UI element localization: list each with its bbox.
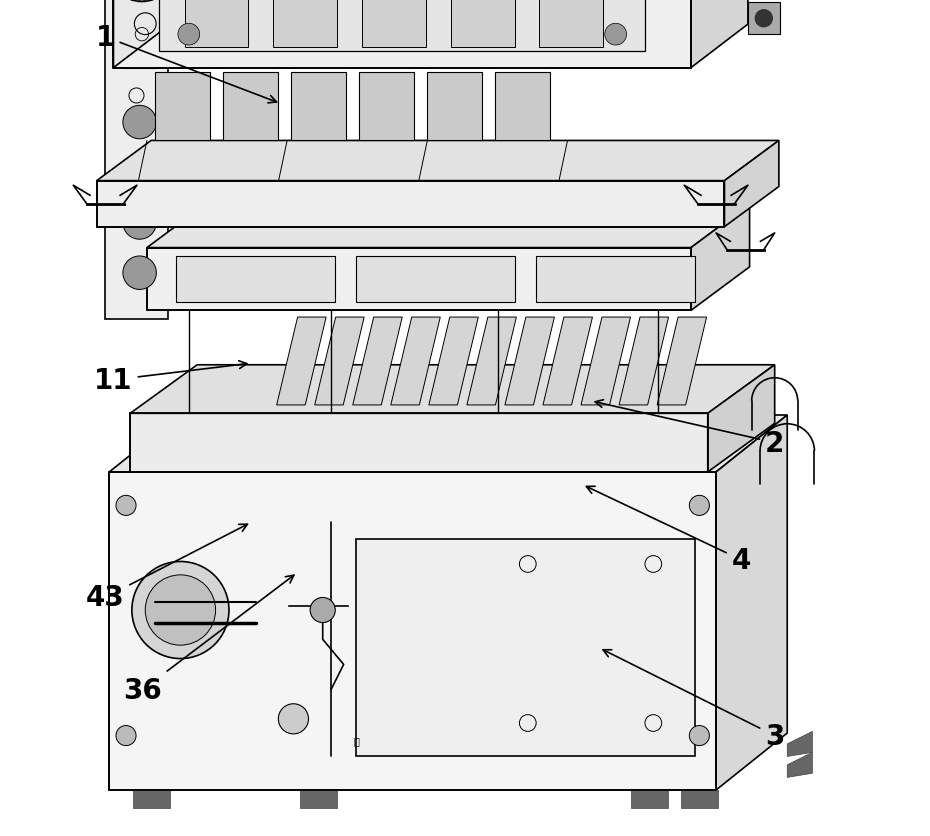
Polygon shape <box>155 73 210 141</box>
Bar <box>177 257 336 303</box>
Bar <box>160 0 645 52</box>
Polygon shape <box>391 318 440 405</box>
Circle shape <box>116 496 136 516</box>
Circle shape <box>123 206 156 240</box>
Bar <box>97 181 724 227</box>
Polygon shape <box>130 414 708 472</box>
Polygon shape <box>691 0 748 69</box>
Polygon shape <box>300 790 337 808</box>
Polygon shape <box>223 73 278 141</box>
Bar <box>110 472 716 790</box>
Bar <box>356 539 696 757</box>
Circle shape <box>178 24 200 46</box>
Polygon shape <box>691 205 750 311</box>
Polygon shape <box>429 318 478 405</box>
Polygon shape <box>97 181 724 227</box>
Bar <box>147 248 691 311</box>
Text: 43: 43 <box>86 525 247 612</box>
Polygon shape <box>291 73 346 141</box>
Text: 11: 11 <box>94 361 247 395</box>
Circle shape <box>145 575 216 645</box>
Circle shape <box>604 24 627 46</box>
Polygon shape <box>467 318 516 405</box>
Bar <box>536 257 695 303</box>
Bar <box>539 0 604 48</box>
Polygon shape <box>787 752 812 777</box>
Polygon shape <box>130 365 775 414</box>
Bar <box>130 414 708 472</box>
Text: 4: 4 <box>587 487 751 574</box>
Polygon shape <box>359 73 414 141</box>
Bar <box>362 0 426 48</box>
Bar <box>113 0 691 69</box>
Bar <box>185 0 248 48</box>
Polygon shape <box>505 318 554 405</box>
Polygon shape <box>110 415 787 472</box>
Circle shape <box>109 0 176 3</box>
Circle shape <box>116 726 136 746</box>
Polygon shape <box>97 141 778 181</box>
Polygon shape <box>147 248 691 311</box>
Polygon shape <box>787 732 812 757</box>
Bar <box>748 3 779 35</box>
Polygon shape <box>496 73 550 141</box>
Polygon shape <box>110 472 716 790</box>
Circle shape <box>311 598 336 623</box>
Polygon shape <box>581 318 631 405</box>
Polygon shape <box>113 0 170 69</box>
Polygon shape <box>543 318 592 405</box>
Text: 锁: 锁 <box>353 735 359 745</box>
Polygon shape <box>133 790 169 808</box>
Circle shape <box>123 156 156 190</box>
Circle shape <box>123 106 156 140</box>
Circle shape <box>689 496 710 516</box>
Text: 3: 3 <box>603 650 784 750</box>
Circle shape <box>689 726 710 746</box>
Text: 36: 36 <box>124 575 294 704</box>
Polygon shape <box>619 318 669 405</box>
Polygon shape <box>708 365 775 472</box>
Polygon shape <box>352 318 403 405</box>
Polygon shape <box>277 318 326 405</box>
Polygon shape <box>724 141 778 227</box>
Circle shape <box>132 562 229 659</box>
Polygon shape <box>716 415 787 790</box>
Polygon shape <box>631 790 668 808</box>
Polygon shape <box>658 318 707 405</box>
Polygon shape <box>147 205 750 248</box>
Circle shape <box>123 257 156 290</box>
Circle shape <box>278 704 309 734</box>
Circle shape <box>754 10 773 28</box>
Polygon shape <box>314 318 365 405</box>
Text: 1: 1 <box>96 23 276 104</box>
Text: 2: 2 <box>595 400 784 457</box>
Bar <box>451 0 514 48</box>
Polygon shape <box>681 790 718 808</box>
Bar <box>356 257 515 303</box>
Polygon shape <box>113 0 691 69</box>
Polygon shape <box>428 73 482 141</box>
Polygon shape <box>105 0 168 319</box>
Bar <box>273 0 338 48</box>
